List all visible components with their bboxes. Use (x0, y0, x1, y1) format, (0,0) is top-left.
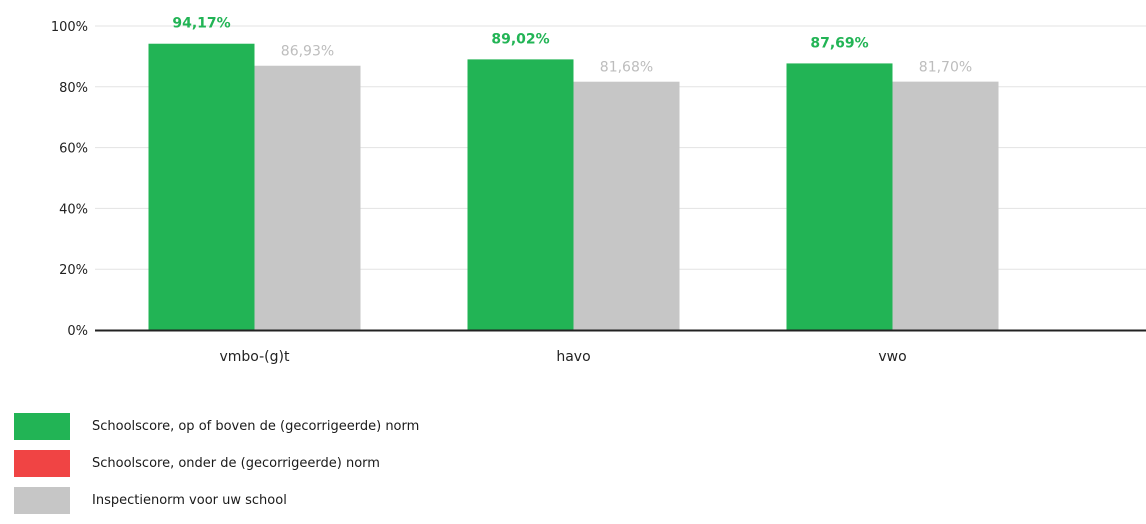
legend-item-below-norm: Schoolscore, onder de (gecorrigeerde) no… (14, 450, 419, 477)
bar-chart: 0% 20% 40% 60% 80% 100% 94,17% 86,93% vmbo-(g)t 8… (51, 16, 1146, 365)
bar (467, 59, 574, 330)
legend-swatch-red (14, 450, 70, 477)
bar (573, 81, 680, 330)
data-label: 81,70% (919, 60, 972, 76)
data-label: 86,93% (281, 44, 334, 60)
legend-item-above-norm: Schoolscore, op of boven de (gecorrigeer… (14, 413, 419, 440)
bar (148, 43, 255, 330)
data-label: 94,17% (172, 16, 230, 32)
y-tick-label: 0% (67, 324, 88, 339)
y-tick-label: 60% (59, 142, 88, 157)
y-tick-label: 100% (51, 20, 88, 35)
data-label: 89,02% (491, 31, 549, 47)
y-tick-label: 20% (59, 263, 88, 278)
legend-item-inspection-norm: Inspectienorm voor uw school (14, 487, 419, 514)
legend-swatch-green (14, 413, 70, 440)
bar (892, 81, 999, 331)
x-tick-label: vmbo-(g)t (220, 349, 290, 365)
legend-swatch-grey (14, 487, 70, 514)
x-tick-label: vwo (878, 349, 906, 365)
y-tick-label: 80% (59, 81, 88, 96)
data-label: 87,69% (810, 35, 868, 51)
data-label: 81,68% (600, 60, 653, 76)
bar (254, 65, 361, 331)
bar (786, 63, 893, 331)
y-tick-label: 40% (59, 202, 88, 217)
legend: Schoolscore, op of boven de (gecorrigeer… (14, 413, 419, 524)
legend-label: Inspectienorm voor uw school (92, 493, 287, 508)
legend-label: Schoolscore, op of boven de (gecorrigeer… (92, 419, 420, 434)
x-tick-label: havo (556, 349, 590, 365)
legend-label: Schoolscore, onder de (gecorrigeerde) no… (92, 456, 380, 471)
